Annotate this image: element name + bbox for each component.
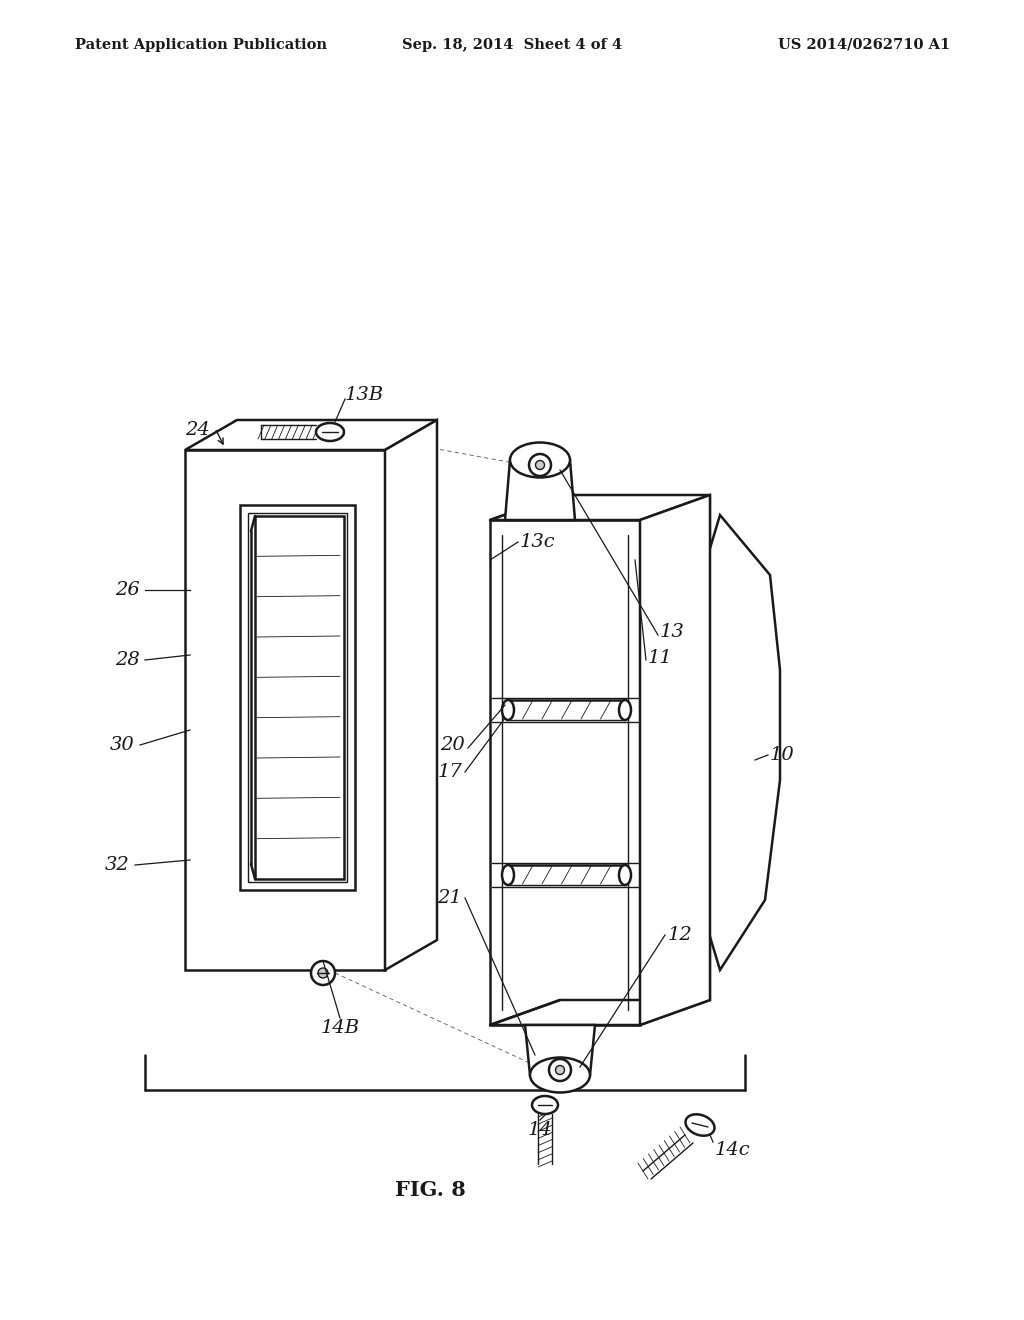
- Ellipse shape: [510, 442, 570, 478]
- Polygon shape: [185, 420, 437, 450]
- Text: 14B: 14B: [321, 1019, 359, 1038]
- Polygon shape: [490, 1001, 710, 1026]
- Text: 11: 11: [648, 649, 673, 667]
- Polygon shape: [525, 1026, 595, 1074]
- Text: Sep. 18, 2014  Sheet 4 of 4: Sep. 18, 2014 Sheet 4 of 4: [402, 38, 622, 51]
- Ellipse shape: [549, 1059, 571, 1081]
- Ellipse shape: [536, 461, 545, 470]
- Polygon shape: [640, 495, 710, 1026]
- Text: 28: 28: [116, 651, 140, 669]
- Polygon shape: [248, 513, 347, 882]
- Text: 32: 32: [105, 855, 130, 874]
- Text: 13: 13: [660, 623, 685, 642]
- Polygon shape: [490, 495, 710, 520]
- Polygon shape: [185, 450, 385, 970]
- Polygon shape: [490, 520, 640, 1026]
- Text: 26: 26: [116, 581, 140, 599]
- Ellipse shape: [532, 1096, 558, 1114]
- Text: US 2014/0262710 A1: US 2014/0262710 A1: [778, 38, 950, 51]
- Polygon shape: [255, 516, 344, 879]
- Polygon shape: [560, 495, 710, 1001]
- Ellipse shape: [530, 1057, 590, 1093]
- Text: 30: 30: [111, 737, 135, 754]
- Text: 17: 17: [437, 763, 462, 781]
- Ellipse shape: [502, 700, 514, 719]
- Text: Patent Application Publication: Patent Application Publication: [75, 38, 327, 51]
- Ellipse shape: [318, 968, 328, 978]
- Text: 21: 21: [437, 888, 462, 907]
- Text: FIG. 8: FIG. 8: [394, 1180, 465, 1200]
- Polygon shape: [505, 459, 575, 520]
- Text: 12: 12: [668, 927, 693, 944]
- Ellipse shape: [618, 700, 631, 719]
- Text: 10: 10: [770, 746, 795, 764]
- Text: 14: 14: [527, 1121, 552, 1139]
- Polygon shape: [240, 506, 355, 890]
- Text: 13B: 13B: [345, 385, 384, 404]
- Ellipse shape: [618, 865, 631, 884]
- Ellipse shape: [316, 422, 344, 441]
- Ellipse shape: [529, 454, 551, 477]
- Ellipse shape: [685, 1114, 715, 1135]
- Ellipse shape: [311, 961, 335, 985]
- Ellipse shape: [555, 1065, 564, 1074]
- Polygon shape: [385, 420, 437, 970]
- Text: 20: 20: [440, 737, 465, 754]
- Text: 14c: 14c: [715, 1140, 751, 1159]
- Ellipse shape: [502, 865, 514, 884]
- Text: 24: 24: [185, 421, 210, 440]
- Text: 13c: 13c: [520, 533, 556, 550]
- Polygon shape: [705, 515, 780, 970]
